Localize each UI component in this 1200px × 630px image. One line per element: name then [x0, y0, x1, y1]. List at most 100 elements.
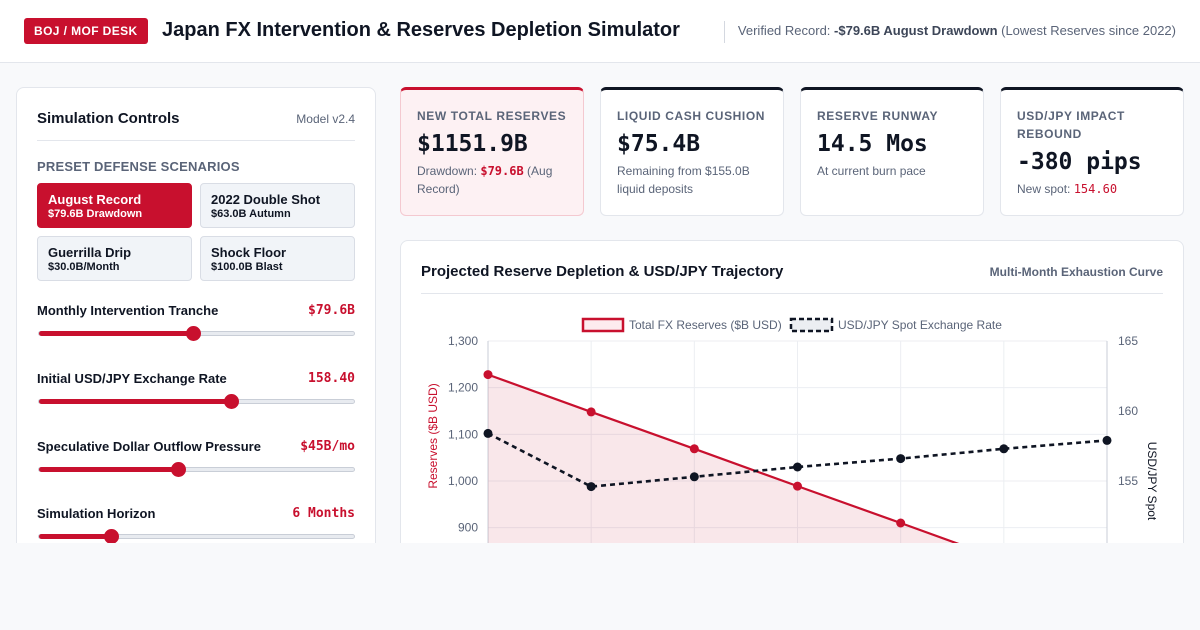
usdjpy-point	[896, 454, 906, 464]
slider-value: 6 Months	[292, 506, 355, 521]
preset-august-record-button[interactable]: August Record $79.6B Drawdown	[37, 183, 192, 228]
preset-name: 2022 Double Shot	[211, 192, 321, 207]
sub-prefix: New spot:	[1017, 182, 1074, 196]
chart-header: Projected Reserve Depletion & USD/JPY Tr…	[421, 263, 1163, 294]
card-label: USD/JPY IMPACT REBOUND	[1017, 109, 1125, 141]
slider-thumb[interactable]	[104, 529, 120, 544]
usdjpy-point	[1102, 435, 1112, 445]
exchange-rate-slider-group: Initial USD/JPY Exchange Rate 158.40	[37, 371, 355, 409]
preset-2022-double-shot-button[interactable]: 2022 Double Shot $63.0B Autumn	[200, 183, 355, 228]
sub-highlight: 154.60	[1073, 182, 1118, 196]
y-tick-right: 160	[1118, 404, 1138, 418]
reserves-point	[896, 518, 906, 528]
verified-record-note: Verified Record: -$79.6B August Drawdown…	[723, 21, 1176, 43]
y-tick-right: 165	[1118, 334, 1138, 348]
legend-label-usdjpy: USD/JPY Spot Exchange Rate	[838, 318, 1002, 332]
record-prefix: Verified Record:	[737, 23, 835, 38]
card-value: $1151.9B	[417, 131, 528, 157]
y-axis-title-right: USD/JPY Spot	[1145, 442, 1159, 521]
panel-header: Simulation Controls Model v2.4	[37, 110, 355, 141]
usdjpy-point	[689, 472, 699, 482]
horizon-slider[interactable]	[38, 529, 355, 544]
legend-swatch-usdjpy	[789, 317, 834, 333]
slider-thumb[interactable]	[170, 462, 186, 477]
card-label: RESERVE RUNWAY	[817, 109, 939, 123]
presets-label: PRESET DEFENSE SCENARIOS	[37, 159, 240, 174]
y-tick-left: 900	[458, 521, 478, 535]
slider-fill	[39, 534, 112, 539]
y-axis-title-left: Reserves ($B USD)	[426, 383, 440, 488]
reserves-point	[483, 370, 493, 380]
sub-highlight: $79.6B	[480, 164, 524, 178]
chart-title: Projected Reserve Depletion & USD/JPY Tr…	[421, 263, 784, 280]
sub-suffix: (Aug Record)	[417, 164, 553, 196]
y-tick-left: 1,200	[448, 381, 478, 395]
card-value: -380 pips	[1017, 149, 1142, 175]
record-highlight: -$79.6B August Drawdown	[834, 23, 998, 38]
page-title: Japan FX Intervention & Reserves Depleti…	[162, 19, 680, 41]
reserves-point	[793, 481, 802, 491]
stat-card-liquid-cash: LIQUID CASH CUSHION $75.4B Remaining fro…	[600, 87, 784, 216]
preset-sub: $30.0B/Month	[48, 261, 120, 273]
app-header: BOJ / MOF DESK Japan FX Intervention & R…	[0, 0, 1200, 63]
preset-name: August Record	[48, 192, 142, 207]
card-subtext: At current burn pace	[817, 164, 926, 178]
y-tick-left: 1,000	[448, 474, 478, 488]
record-suffix: (Lowest Reserves since 2022)	[997, 23, 1176, 38]
preset-guerrilla-drip-button[interactable]: Guerrilla Drip $30.0B/Month	[37, 236, 192, 281]
panel-title: Simulation Controls	[37, 110, 180, 127]
slider-value: $45B/mo	[300, 439, 355, 454]
outflow-pressure-slider[interactable]	[38, 462, 355, 477]
legend-label-reserves: Total FX Reserves ($B USD)	[629, 318, 782, 332]
slider-value: $79.6B	[308, 303, 355, 318]
preset-sub: $100.0B Blast	[211, 261, 283, 273]
y-tick-left: 1,300	[448, 334, 478, 348]
tranche-slider[interactable]	[38, 326, 355, 341]
exchange-rate-slider[interactable]	[38, 394, 355, 409]
slider-label: Monthly Intervention Tranche	[37, 303, 219, 318]
usdjpy-point	[793, 462, 802, 472]
slider-fill	[39, 399, 232, 404]
slider-thumb[interactable]	[224, 394, 240, 409]
preset-sub: $63.0B Autumn	[211, 208, 291, 220]
reserves-trajectory-chart: 1,3001,2001,1001,000900800165160155150Re…	[426, 317, 1159, 569]
desk-badge: BOJ / MOF DESK	[24, 18, 148, 44]
slider-fill	[39, 467, 178, 472]
y-tick-right: 155	[1118, 474, 1138, 488]
reserves-point	[586, 407, 596, 417]
sub-prefix: Drawdown:	[417, 164, 481, 178]
stat-card-usdjpy-impact: USD/JPY IMPACT REBOUND -380 pips New spo…	[1000, 87, 1184, 216]
usdjpy-point	[586, 482, 596, 492]
slider-label: Simulation Horizon	[37, 506, 156, 521]
card-value: $75.4B	[617, 131, 701, 157]
preset-shock-floor-button[interactable]: Shock Floor $100.0B Blast	[200, 236, 355, 281]
page-bottom-blank	[0, 543, 1200, 630]
card-value: 14.5 Mos	[817, 131, 928, 157]
slider-label: Initial USD/JPY Exchange Rate	[37, 371, 227, 386]
card-label: NEW TOTAL RESERVES	[417, 109, 567, 123]
outflow-pressure-slider-group: Speculative Dollar Outflow Pressure $45B…	[37, 439, 355, 477]
legend-swatch-reserves	[581, 317, 625, 333]
preset-sub: $79.6B Drawdown	[48, 208, 143, 220]
model-version: Model v2.4	[296, 112, 355, 126]
horizon-slider-group: Simulation Horizon 6 Months	[37, 506, 355, 544]
stat-card-total-reserves: NEW TOTAL RESERVES $1151.9B Drawdown: $7…	[400, 87, 584, 216]
card-label: LIQUID CASH CUSHION	[617, 109, 766, 123]
preset-name: Shock Floor	[211, 245, 287, 260]
preset-name: Guerrilla Drip	[48, 245, 132, 260]
card-subtext: Remaining from $155.0B liquid deposits	[617, 164, 750, 196]
chart-panel: Projected Reserve Depletion & USD/JPY Tr…	[400, 240, 1184, 570]
slider-fill	[39, 331, 194, 336]
card-subtext: Drawdown: $79.6B (Aug Record)	[417, 162, 567, 198]
usdjpy-point	[999, 444, 1009, 454]
reserves-point	[689, 444, 699, 454]
simulation-controls-panel: Simulation Controls Model v2.4 PRESET DE…	[16, 87, 376, 557]
y-tick-left: 1,100	[448, 427, 478, 441]
slider-label: Speculative Dollar Outflow Pressure	[37, 439, 261, 454]
chart-tag: Multi-Month Exhaustion Curve	[989, 265, 1163, 279]
stat-card-reserve-runway: RESERVE RUNWAY 14.5 Mos At current burn …	[800, 87, 984, 216]
usdjpy-point	[483, 428, 493, 438]
tranche-slider-group: Monthly Intervention Tranche $79.6B	[37, 303, 355, 341]
slider-value: 158.40	[308, 371, 355, 386]
slider-thumb[interactable]	[186, 326, 202, 341]
